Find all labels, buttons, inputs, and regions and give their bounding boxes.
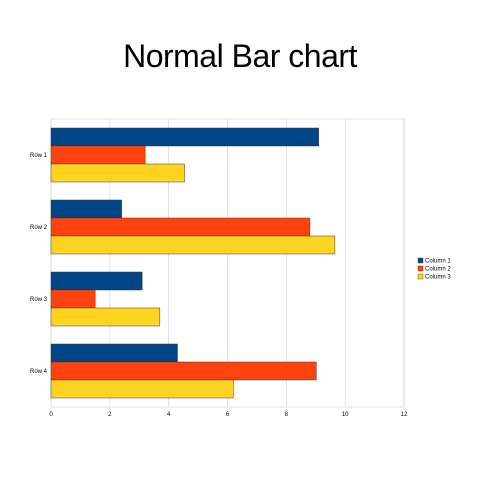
bar-column-1-row-2 — [50, 199, 122, 219]
bar-column-1-row-4 — [50, 343, 178, 363]
x-tick-label: 2 — [108, 412, 112, 418]
bar-column-2-row-1 — [50, 145, 146, 165]
axis-layer: 0 2 4 6 8 10 12 Row 1 Row 2 Row 3 Row 4 — [30, 153, 408, 418]
legend-swatch — [417, 265, 424, 272]
bar-column-1-row-3 — [50, 271, 143, 291]
legend-label: Column 3 — [425, 275, 451, 281]
x-tick-label: 0 — [49, 412, 53, 418]
y-tick-label: Row 2 — [30, 225, 48, 231]
chart-title: Normal Bar chart — [123, 38, 357, 74]
bar-column-3-row-4 — [50, 379, 234, 399]
y-tick-label: Row 4 — [30, 369, 48, 375]
bar-column-1-row-1 — [50, 127, 319, 147]
legend: Column 1 Column 2 Column 3 — [417, 257, 451, 281]
bar-column-2-row-4 — [50, 361, 317, 381]
y-tick-label: Row 1 — [30, 153, 48, 159]
x-tick-label: 8 — [285, 412, 289, 418]
y-tick-label: Row 3 — [30, 297, 48, 303]
x-tick-label: 6 — [226, 412, 230, 418]
legend-label: Column 2 — [425, 267, 451, 273]
legend-swatch — [417, 257, 424, 264]
legend-swatch — [417, 273, 424, 280]
bar-column-3-row-1 — [50, 163, 185, 183]
legend-label: Column 1 — [425, 259, 451, 265]
x-tick-label: 12 — [401, 412, 408, 418]
x-tick-label: 10 — [342, 412, 349, 418]
bar-column-2-row-3 — [50, 289, 96, 309]
bar-column-2-row-2 — [50, 217, 311, 237]
bars-layer — [50, 127, 336, 399]
bar-column-3-row-3 — [50, 307, 161, 327]
x-tick-label: 4 — [167, 412, 171, 418]
bar-column-3-row-2 — [50, 235, 336, 255]
